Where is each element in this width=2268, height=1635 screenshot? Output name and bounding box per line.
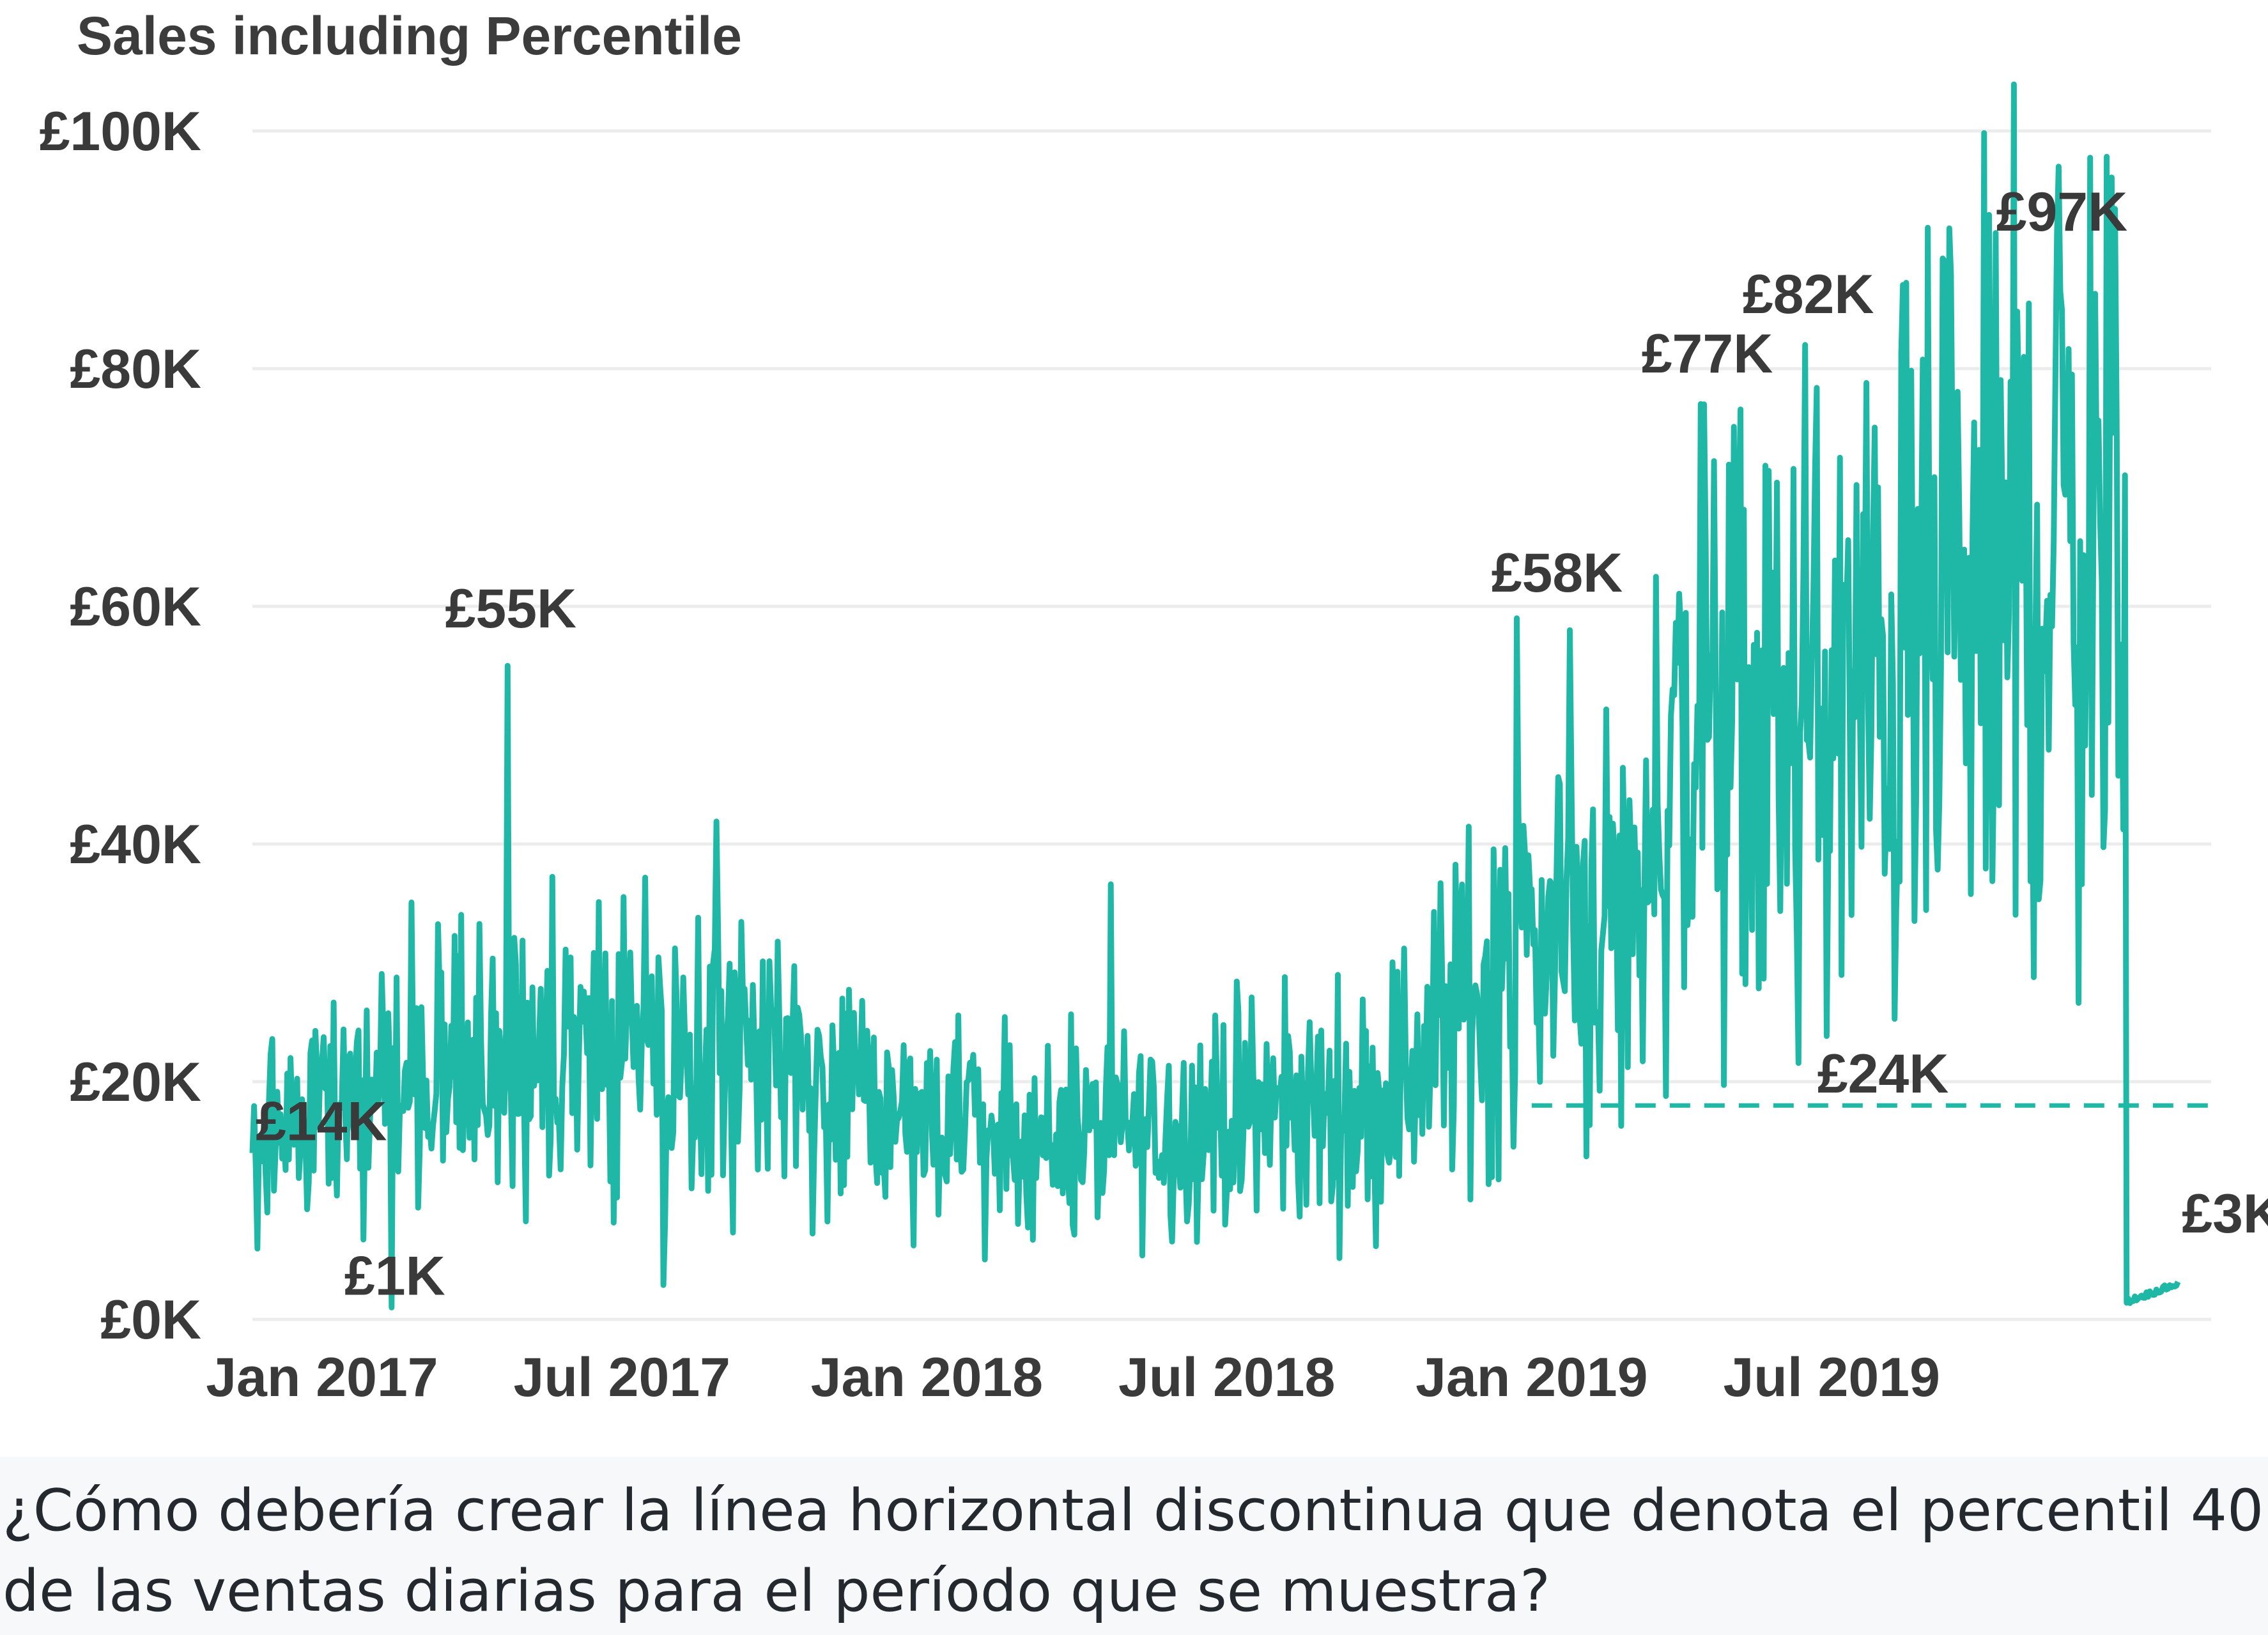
- x-tick-label: Jul 2017: [514, 1347, 730, 1408]
- y-tick-label: £0K: [100, 1289, 201, 1351]
- data-label: £24K: [1817, 1043, 1949, 1105]
- data-label: £14K: [256, 1091, 387, 1153]
- y-tick-label: £100K: [40, 101, 201, 162]
- x-tick-label: Jan 2017: [206, 1347, 438, 1408]
- question-line-1: ¿Cómo debería crear la línea horizontal …: [3, 1477, 2264, 1544]
- x-axis: Jan 2017 Jul 2017 Jan 2018 Jul 2018 Jan 2019…: [206, 1347, 1940, 1408]
- line-chart: £0K £20K £40K £60K £80K £100K Jan 2017 Jul 201…: [40, 81, 2268, 1408]
- x-tick-label: Jul 2018: [1118, 1347, 1335, 1408]
- data-label: £3K: [2182, 1183, 2268, 1245]
- data-label: £97K: [1996, 181, 2128, 243]
- series-layer: [249, 81, 2211, 1310]
- y-tick-label: £40K: [70, 814, 201, 875]
- y-tick-label: £20K: [70, 1052, 201, 1113]
- y-tick-label: £80K: [70, 339, 201, 400]
- data-label: £77K: [1642, 323, 1773, 385]
- sales-line: [249, 81, 2181, 1310]
- chart-title: Sales including Percentile: [77, 6, 743, 66]
- question-panel: ¿Cómo debería crear la línea horizontal …: [0, 1457, 2268, 1635]
- x-tick-label: Jul 2019: [1723, 1347, 1940, 1408]
- data-label: £1K: [344, 1245, 445, 1307]
- y-tick-label: £60K: [70, 576, 201, 638]
- data-label: £82K: [1743, 264, 1874, 325]
- data-labels: £14K £1K £55K £58K £77K£82K £97K £3K £24K: [256, 181, 2268, 1307]
- y-axis: £0K £20K £40K £60K £80K £100K: [40, 101, 201, 1351]
- x-tick-label: Jan 2019: [1416, 1347, 1647, 1408]
- data-label: £58K: [1492, 542, 1623, 604]
- chart-panel: £0K £20K £40K £60K £80K £100K Jan 2017 Jul 201…: [39, 6, 2268, 1408]
- question-text: ¿Cómo debería crear la línea horizontal …: [0, 1471, 2268, 1632]
- data-label: £55K: [445, 578, 577, 640]
- x-tick-label: Jan 2018: [811, 1347, 1043, 1408]
- question-line-2: de las ventas diarias para el período qu…: [3, 1558, 1550, 1625]
